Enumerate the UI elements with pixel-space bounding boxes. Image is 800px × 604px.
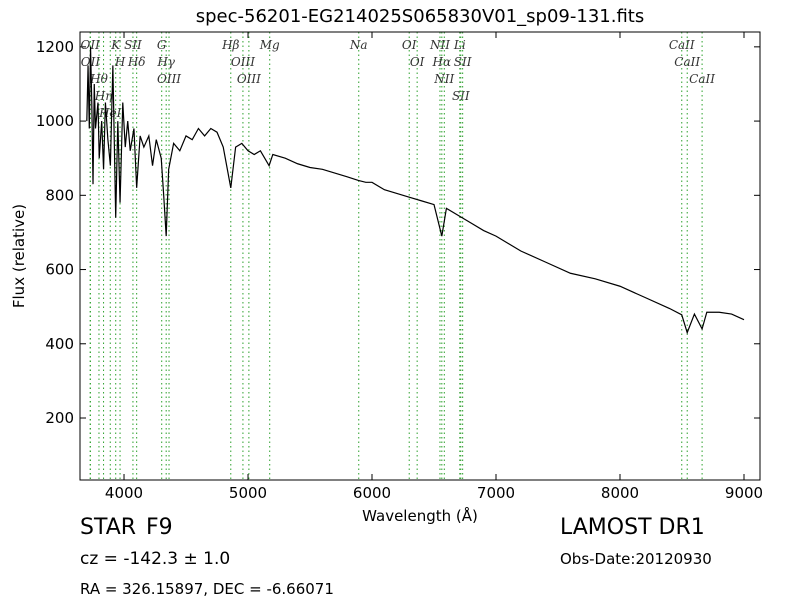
line-marker-label: Hα — [432, 55, 452, 69]
x-tick-label: 8000 — [601, 484, 639, 502]
line-marker-label: OI — [402, 38, 417, 52]
y-tick-label: 200 — [45, 409, 74, 427]
line-marker-label: Mg — [259, 38, 280, 52]
y-tick-label: 1200 — [36, 38, 74, 56]
x-tick-label: 4000 — [105, 484, 143, 502]
line-marker-label: SII — [452, 89, 470, 103]
y-axis-label: Flux (relative) — [10, 204, 28, 308]
line-marker-label: Hθ — [89, 72, 108, 86]
line-marker-label: CaII — [689, 72, 715, 86]
coordinates: RA = 326.15897, DEC = -6.66071 — [80, 580, 334, 598]
line-marker-label: H — [114, 55, 126, 69]
subclass: F9 — [146, 515, 173, 540]
line-marker-label: OIII — [231, 55, 255, 69]
x-tick-label: 6000 — [353, 484, 391, 502]
y-tick-label: 600 — [45, 261, 74, 279]
obs-date: Obs-Date:20120930 — [560, 550, 712, 568]
object-class: STAR — [80, 515, 136, 540]
x-tick-label: 9000 — [725, 484, 763, 502]
line-marker-label: K — [110, 38, 121, 52]
line-marker-label: CaII — [674, 55, 700, 69]
line-marker-label: SII — [454, 55, 472, 69]
chart-title: spec-56201-EG214025S065830V01_sp09-131.f… — [196, 6, 644, 27]
line-marker-label: OIII — [237, 72, 261, 86]
line-marker-label: OIII — [157, 72, 181, 86]
axes-frame — [79, 31, 761, 481]
line-marker-label: CaII — [669, 38, 695, 52]
line-marker-label: NII — [433, 72, 454, 86]
x-tick-label: 7000 — [477, 484, 515, 502]
line-marker-label: OII — [81, 38, 101, 52]
line-marker-label: G — [157, 38, 167, 52]
line-marker-label: Na — [349, 38, 368, 52]
y-tick-label: 800 — [45, 186, 74, 204]
line-marker-label: Li — [453, 38, 466, 52]
line-marker-label: OI — [410, 55, 425, 69]
y-tick-label: 400 — [45, 335, 74, 353]
line-marker-label: SII — [124, 38, 142, 52]
x-axis-label: Wavelength (Å) — [362, 506, 478, 525]
line-marker-label: Hη — [94, 89, 113, 103]
x-tick-label: 5000 — [229, 484, 267, 502]
y-tick-label: 1000 — [36, 112, 74, 130]
line-marker-label: NII — [429, 38, 450, 52]
line-marker-label: Hβ — [221, 38, 239, 52]
plot-area: 4000 5000 6000 7000 8000 9000 200 400 600 800 1000… — [36, 32, 763, 502]
line-marker-label: Hδ — [127, 55, 146, 69]
line-marker-label: HeI — [98, 106, 122, 120]
redshift: cz = -142.3 ± 1.0 — [80, 549, 230, 569]
line-marker-label: Hγ — [156, 55, 175, 69]
spectrum-line — [86, 46, 745, 335]
survey: LAMOST DR1 — [560, 515, 705, 540]
